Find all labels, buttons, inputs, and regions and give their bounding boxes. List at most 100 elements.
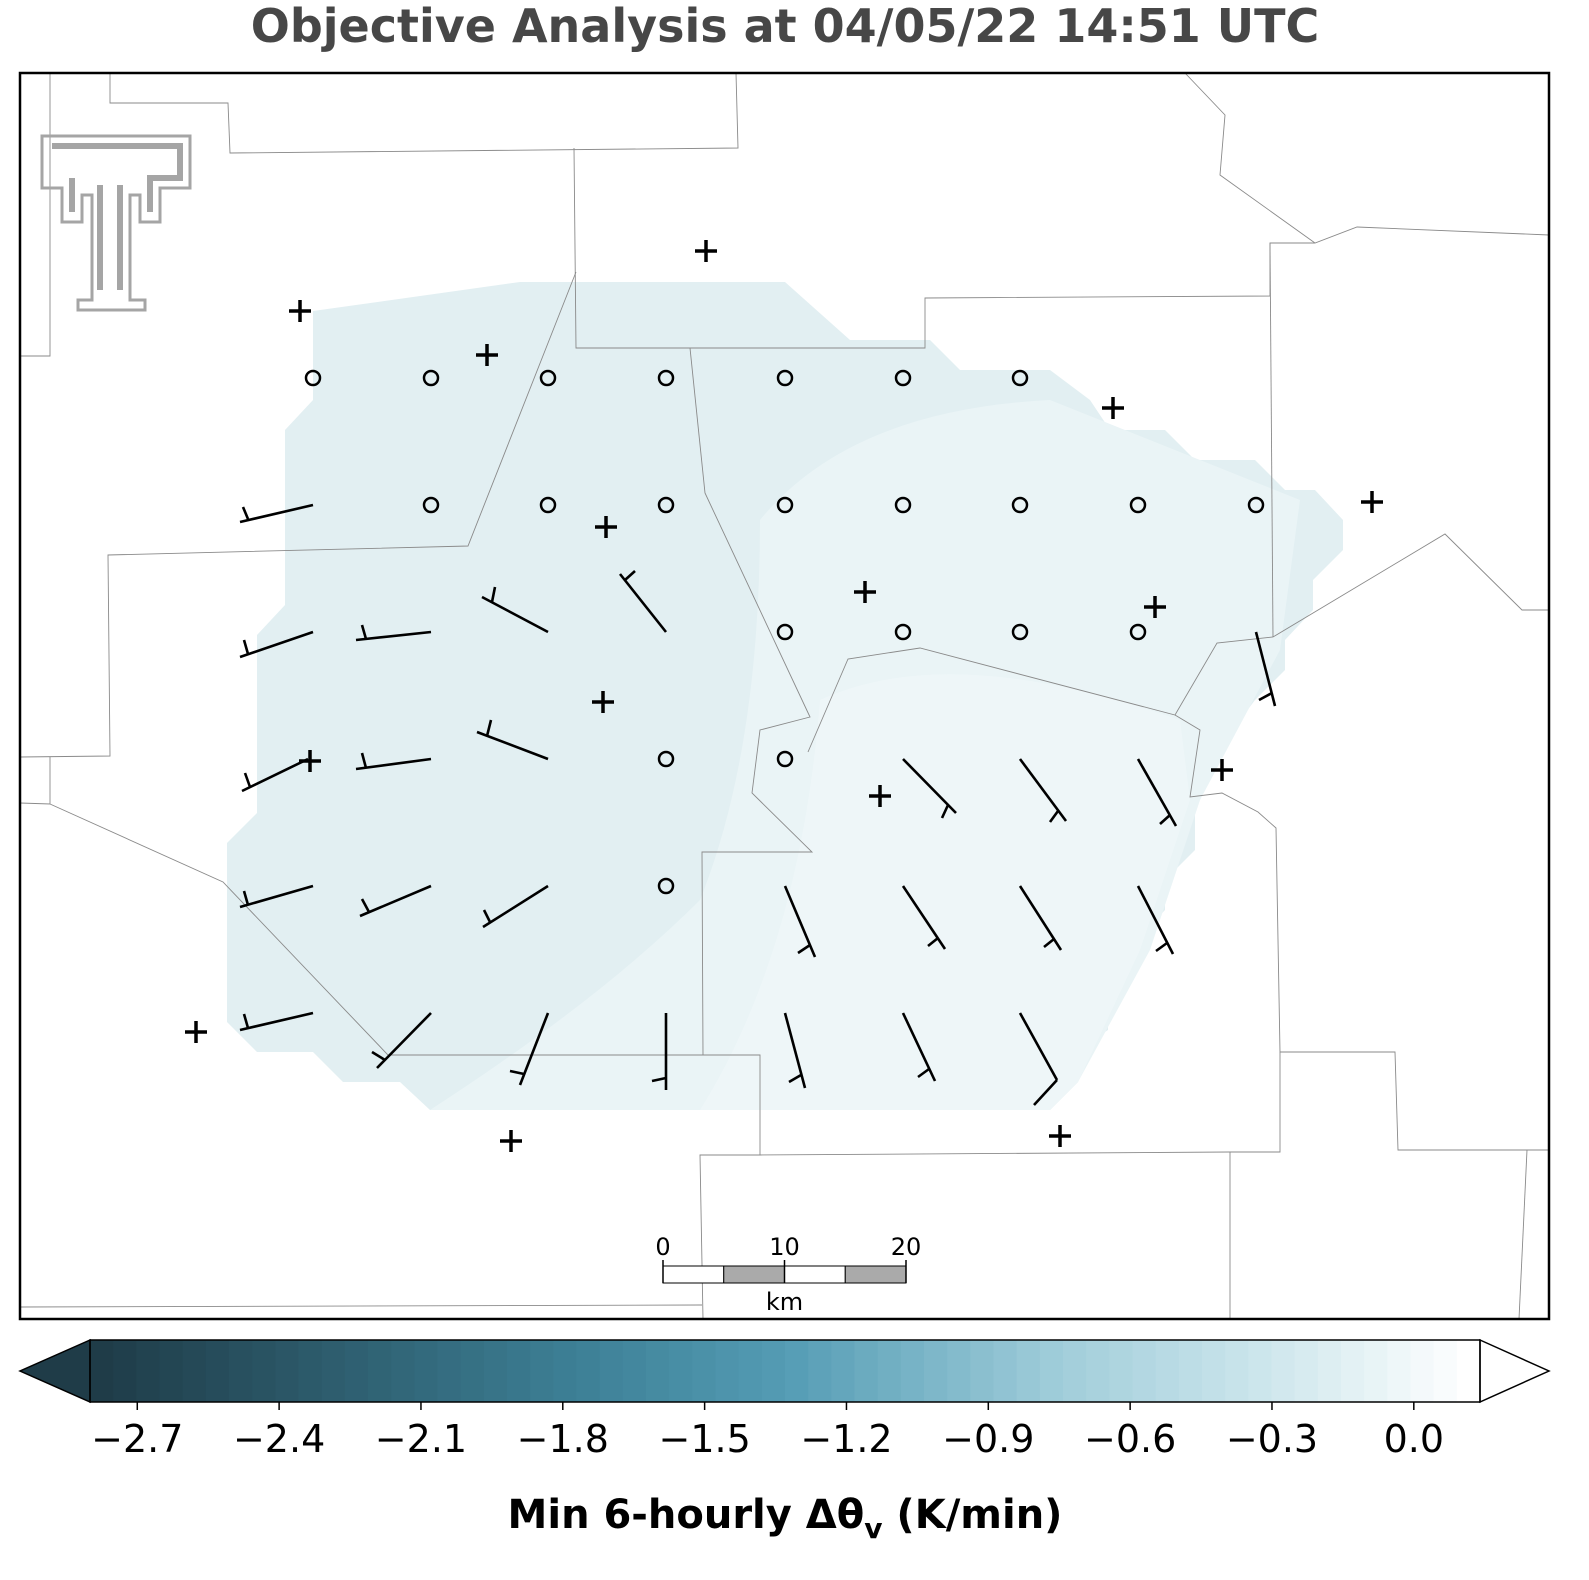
colorbar-label-subscript: v (864, 1512, 882, 1545)
barb-tick (242, 1013, 250, 1029)
colorbar-segment (993, 1340, 1018, 1402)
wind-barb (509, 1012, 550, 1086)
station-marker (592, 691, 614, 713)
station-marker (869, 785, 891, 807)
colorbar-segment (298, 1340, 323, 1402)
colorbar-segment (738, 1340, 763, 1402)
wind-barb (1018, 885, 1063, 951)
station-marker (1144, 596, 1166, 618)
calm-wind (776, 369, 794, 387)
county-line (759, 1151, 1231, 1156)
wind-barb (1254, 631, 1277, 707)
station-marker (595, 516, 617, 538)
wind-barb (476, 719, 549, 761)
colorbar-segment (599, 1340, 624, 1402)
colorbar-segment (1155, 1340, 1180, 1402)
barb-tick (360, 898, 371, 913)
colorbar-segment (877, 1340, 902, 1402)
calm-wind (1129, 496, 1147, 514)
colorbar-segment (1132, 1340, 1157, 1402)
colorbar-segment (507, 1340, 531, 1402)
calm-wind (657, 877, 675, 895)
wind-barb (1018, 758, 1068, 823)
wind-barb (618, 570, 668, 633)
scale-segment (844, 1265, 907, 1284)
station-marker (1102, 397, 1124, 419)
barb-staff (1018, 758, 1068, 822)
barb-tick (797, 943, 811, 955)
barb-staff (901, 1012, 937, 1082)
calm-wind (1247, 496, 1265, 514)
colorbar-segment (1317, 1340, 1342, 1402)
calm-wind (657, 750, 675, 768)
barb-tick (917, 1067, 930, 1079)
logo (40, 134, 192, 312)
wind-barb (241, 757, 309, 793)
county-line (49, 803, 703, 1056)
wind-barb (481, 586, 549, 634)
county-line (19, 757, 51, 805)
scale-segment (784, 1265, 846, 1284)
scale-tick-label: 20 (891, 1233, 922, 1261)
county-line (1174, 714, 1549, 1151)
station-marker (854, 581, 876, 603)
colorbar-segment (90, 1340, 114, 1402)
colorbar-segment (785, 1340, 809, 1402)
scale-segment (723, 1265, 785, 1284)
colorbar-tick-label: −2.1 (375, 1417, 467, 1461)
station-marker (695, 240, 717, 262)
station-marker (1211, 759, 1233, 781)
county-line (689, 347, 814, 1320)
station-marker (1049, 1125, 1071, 1147)
colorbar-segment (553, 1340, 578, 1402)
colorbar-segment (1364, 1340, 1388, 1402)
barb-staff (1136, 885, 1175, 955)
colorbar-segment (1433, 1340, 1458, 1402)
colorbar-tick-label: −1.2 (800, 1417, 892, 1461)
county-line (1229, 1052, 1281, 1319)
barb-tick (1155, 941, 1168, 953)
calm-wind (1011, 623, 1029, 641)
station-marker (476, 344, 498, 366)
barb-staff (518, 1012, 550, 1086)
wind-barb (239, 1011, 314, 1032)
wind-barb (1136, 885, 1175, 955)
barb-tick (1159, 814, 1171, 825)
barb-tick (485, 719, 493, 737)
station-marker (289, 300, 311, 322)
barb-tick (1258, 691, 1273, 702)
colorbar-segment (1178, 1340, 1203, 1402)
colorbar-tick-label: −2.7 (91, 1417, 183, 1461)
colorbar-segment (460, 1340, 485, 1402)
analysis-shading-lighter (700, 674, 1190, 1110)
colorbar-segment (692, 1340, 717, 1402)
calm-wind (894, 496, 912, 514)
colorbar-segment (1341, 1340, 1365, 1402)
calm-wind (657, 496, 675, 514)
wind-barb (355, 624, 432, 642)
scale-segment (662, 1265, 725, 1284)
colorbar-segment (252, 1340, 276, 1402)
wind-barb (239, 630, 314, 659)
wind-barb (1136, 758, 1178, 827)
colorbar-tick-label: −0.3 (1226, 1417, 1318, 1461)
barb-staff (239, 630, 314, 659)
calm-wind (1011, 496, 1029, 514)
colorbar-segment (646, 1340, 670, 1402)
barb-tick (940, 804, 950, 819)
barb-tick (1033, 1079, 1058, 1106)
barb-tick (509, 1069, 525, 1076)
barb-staff (239, 503, 314, 524)
wind-barb (359, 884, 432, 918)
station-marker (299, 750, 321, 772)
colorbar-segment (1248, 1340, 1273, 1402)
calm-wind (304, 369, 322, 387)
wind-barb (902, 758, 957, 819)
colorbar-segment (924, 1340, 948, 1402)
calm-wind (422, 496, 440, 514)
colorbar-segment (1456, 1340, 1481, 1402)
scale-tick-label: 0 (655, 1233, 670, 1261)
colorbar-segment (1063, 1340, 1087, 1402)
colorbar-tick-label: −1.5 (658, 1417, 750, 1461)
scale-bar: 0 10 20 km (655, 1233, 921, 1316)
